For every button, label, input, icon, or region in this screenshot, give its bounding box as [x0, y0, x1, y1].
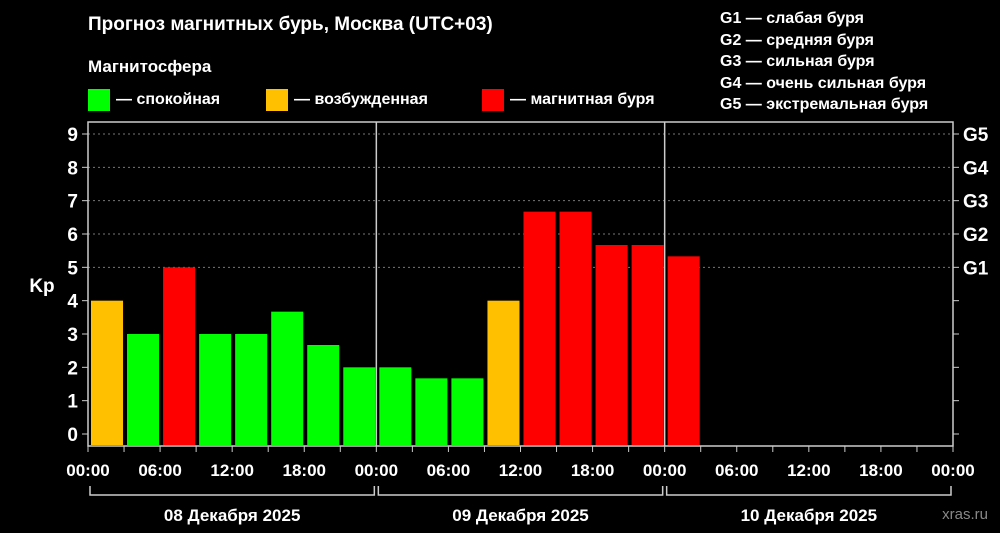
- g-scale-item: G1 — слабая буря: [720, 10, 865, 27]
- x-tick-label: 00:00: [931, 461, 974, 480]
- g-scale-item: G5 — экстремальная буря: [720, 96, 929, 113]
- y-tick-label: 5: [67, 258, 78, 279]
- y-axis-label: Kp: [29, 276, 54, 297]
- day-bracket: [665, 486, 952, 496]
- day-label: 09 Декабря 2025: [452, 506, 589, 525]
- x-tick-label: 00:00: [643, 461, 686, 480]
- bar: [559, 211, 592, 445]
- bar: [91, 300, 124, 445]
- legend-item-storm: — магнитная буря: [482, 89, 655, 111]
- g-scale-item: G4 — очень сильная буря: [720, 74, 927, 92]
- x-tick-label: 00:00: [66, 461, 109, 480]
- bar: [343, 367, 376, 445]
- chart-title: Прогноз магнитных бурь, Москва (UTC+03): [88, 14, 493, 35]
- x-tick-label: 12:00: [787, 461, 830, 480]
- day-label: 08 Декабря 2025: [164, 506, 301, 525]
- bar: [523, 211, 556, 445]
- g-scale-item: G2 — средняя буря: [720, 31, 874, 49]
- watermark: xras.ru: [942, 506, 988, 523]
- g-scale-item: G3 — сильная буря: [720, 53, 875, 70]
- legend-label: — спокойная: [116, 91, 221, 108]
- day-bracket: [89, 486, 376, 496]
- x-tick-label: 12:00: [210, 461, 253, 480]
- x-tick-label: 00:00: [355, 461, 398, 480]
- bar: [487, 300, 520, 445]
- legend-label: — магнитная буря: [510, 91, 655, 108]
- x-tick-label: 18:00: [283, 461, 326, 480]
- bar: [451, 378, 484, 445]
- bar: [595, 245, 628, 445]
- g-tick-label: G4: [963, 158, 989, 179]
- y-tick-label: 2: [67, 358, 78, 379]
- legend-item-unsettled: — возбужденная: [266, 89, 428, 111]
- bar: [235, 334, 268, 445]
- y-tick-label: 0: [67, 425, 78, 446]
- bar: [379, 367, 412, 445]
- y-tick-label: 6: [67, 225, 78, 246]
- g-tick-label: G2: [963, 225, 988, 246]
- y-tick-label: 4: [67, 292, 78, 313]
- y-tick-label: 7: [67, 192, 78, 213]
- legend-swatch-unsettled: [266, 89, 288, 111]
- y-tick-label: 9: [67, 125, 78, 146]
- x-tick-label: 06:00: [138, 461, 181, 480]
- x-tick-label: 18:00: [571, 461, 614, 480]
- bar: [307, 345, 340, 445]
- bar: [631, 245, 664, 445]
- legend-label: — возбужденная: [294, 91, 428, 108]
- day-label: 10 Декабря 2025: [741, 506, 878, 525]
- g-tick-label: G5: [963, 125, 989, 146]
- legend-item-quiet: — спокойная: [88, 89, 220, 111]
- x-tick-label: 12:00: [499, 461, 542, 480]
- bar: [415, 378, 448, 445]
- bar: [271, 311, 304, 445]
- day-bracket: [377, 486, 664, 496]
- bar: [127, 334, 160, 445]
- g-scale-list: G1 — слабая буря G2 — средняя буря G3 — …: [720, 8, 928, 116]
- g-tick-label: G3: [963, 192, 988, 213]
- bar: [163, 267, 196, 445]
- bar: [667, 256, 700, 445]
- g-tick-label: G1: [963, 258, 989, 279]
- y-tick-label: 1: [67, 392, 78, 413]
- y-tick-label: 3: [67, 325, 78, 346]
- bar: [199, 334, 232, 445]
- legend-title: Магнитосфера: [88, 57, 212, 76]
- legend-swatch-quiet: [88, 89, 110, 111]
- x-tick-label: 18:00: [859, 461, 902, 480]
- x-tick-label: 06:00: [715, 461, 758, 480]
- y-tick-label: 8: [67, 158, 78, 179]
- x-tick-label: 06:00: [427, 461, 470, 480]
- legend-swatch-storm: [482, 89, 504, 111]
